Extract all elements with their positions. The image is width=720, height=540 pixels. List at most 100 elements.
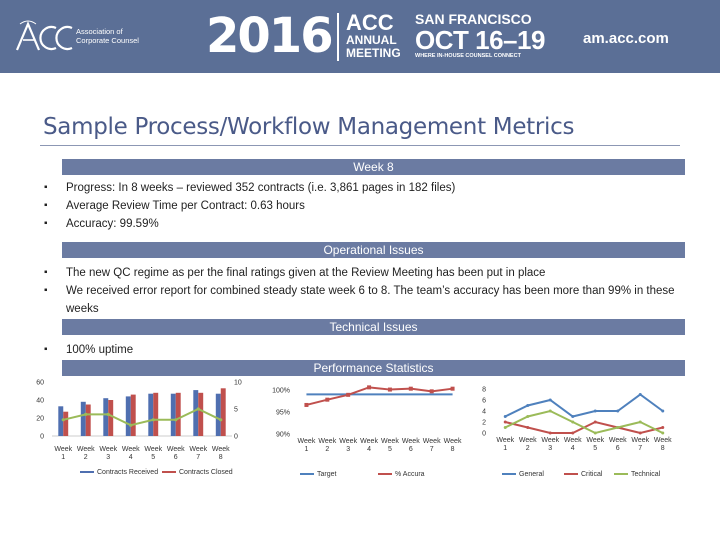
accuracy-point-7	[429, 389, 434, 394]
issues-point-3-8	[661, 431, 665, 435]
slide-title: Sample Process/Workflow Management Metri…	[43, 114, 575, 140]
contracts-x-tick-num-6: 6	[174, 454, 178, 461]
event-dates: OCT 16–19	[415, 25, 545, 55]
issues-x-tick-num-5: 5	[593, 445, 597, 452]
accuracy-x-tick-1: Week	[298, 438, 316, 445]
issues-x-tick-7: Week	[631, 437, 649, 444]
issues-x-tick-1: Week	[496, 437, 514, 444]
accuracy-x-tick-num-5: 5	[388, 446, 392, 453]
contracts-x-tick-3: Week	[99, 446, 117, 453]
issues-y-tick-1: 8	[482, 387, 486, 394]
issues-x-tick-num-7: 7	[638, 445, 642, 452]
contracts-x-tick-num-7: 7	[196, 454, 200, 461]
accuracy-x-tick-num-4: 4	[367, 446, 371, 453]
contracts-line-point-4	[129, 423, 133, 427]
contracts-line-series	[63, 407, 222, 427]
event-banner: Association of Corporate Counsel 2016 AC…	[0, 0, 720, 73]
issues-x-tick-5: Week	[586, 437, 604, 444]
issues-x-tick-num-1: 1	[503, 445, 507, 452]
issues-point-2-8	[661, 426, 665, 429]
bullet-review-time: Average Review Time per Contract: 0.63 h…	[44, 197, 455, 215]
accuracy-y-tick-1: 100%	[272, 388, 290, 395]
event-year: 2016	[206, 8, 334, 64]
issues-point-2-4	[571, 431, 575, 435]
contracts-y-tick-left-3: 20	[36, 416, 44, 423]
operational-bullet-list: The new QC regime as per the final ratin…	[44, 264, 684, 318]
contracts-line-point-3	[106, 412, 110, 416]
contracts-x-tick-4: Week	[122, 446, 140, 453]
contracts-x-tick-6: Week	[167, 446, 185, 453]
bullet-accuracy: Accuracy: 99.59%	[44, 215, 455, 233]
issues-point-1-3	[548, 398, 552, 402]
annual-label: ANNUAL	[346, 33, 397, 47]
issues-y-tick-4: 2	[482, 420, 486, 427]
contracts-x-tick-1: Week	[54, 446, 72, 453]
issues-point-3-1	[503, 426, 507, 429]
accuracy-point-4	[367, 385, 372, 390]
contracts-line-point-1	[61, 418, 65, 422]
acc-logo-mark	[15, 20, 73, 51]
contracts-x-tick-num-1: 1	[61, 454, 65, 461]
section-header-week8: Week 8	[62, 159, 685, 175]
contracts-line-point-6	[174, 418, 178, 422]
accuracy-point-2	[325, 397, 330, 402]
issues-y-tick-5: 0	[482, 431, 486, 438]
issues-line-3	[504, 409, 664, 435]
accuracy-x-tick-num-7: 7	[430, 446, 434, 453]
event-tagline: WHERE IN-HOUSE COUNSEL CONNECT	[415, 53, 521, 59]
issues-x-tick-8: Week	[654, 437, 672, 444]
contracts-x-tick-8: Week	[212, 446, 230, 453]
accuracy-y-tick-3: 90%	[276, 432, 290, 439]
contracts-bar-1-7	[193, 390, 199, 436]
issues-point-3-6	[616, 426, 620, 429]
accuracy-line-2	[306, 386, 453, 406]
contracts-bar-2-2	[85, 404, 91, 436]
issues-point-3-7	[638, 420, 642, 424]
issues-point-1-5	[593, 409, 597, 413]
contracts-bar-1-8	[215, 393, 221, 436]
contracts-line-point-2	[84, 412, 88, 416]
issues-point-1-6	[616, 409, 620, 413]
contracts-bar-1-5	[148, 393, 154, 436]
contracts-bar-2-3	[108, 400, 114, 436]
issues-point-1-7	[638, 393, 642, 396]
contracts-bar-1-1	[58, 406, 64, 436]
meeting-label: MEETING	[346, 46, 401, 60]
issues-point-1-1	[503, 415, 507, 418]
contracts-legend-label-1: Contracts Received	[97, 469, 158, 476]
issues-y-tick-3: 4	[482, 409, 486, 416]
issues-point-3-2	[526, 415, 530, 418]
accuracy-x-tick-6: Week	[402, 438, 420, 445]
contracts-x-tick-num-3: 3	[106, 454, 110, 461]
accuracy-x-tick-8: Week	[444, 438, 462, 445]
banner-divider	[337, 13, 339, 61]
contracts-bar-2-6	[175, 392, 181, 436]
contracts-bar-1-4	[125, 396, 131, 436]
acc-assoc-line2: Corporate Counsel	[76, 35, 139, 45]
issues-point-3-4	[571, 420, 575, 424]
contracts-bar-1-2	[80, 401, 86, 436]
annual-acc: ACC	[346, 10, 394, 35]
issues-point-3-3	[548, 409, 552, 413]
issues-x-tick-num-6: 6	[616, 445, 620, 452]
contracts-x-tick-5: Week	[144, 446, 162, 453]
contracts-legend-label-2: Contracts Closed	[179, 469, 233, 476]
contracts-y-tick-left-4: 0	[40, 434, 44, 441]
section-header-performance-statistics: Performance Statistics	[62, 360, 685, 376]
section-header-technical-issues: Technical Issues	[62, 319, 685, 335]
contracts-y-tick-right-3: 0	[234, 434, 238, 441]
contracts-bar-2-4	[130, 394, 136, 436]
issues-chart-svg: 86420Week1Week2Week3Week4Week5Week6Week7…	[482, 387, 672, 479]
event-website-link[interactable]: am.acc.com	[583, 30, 669, 47]
issues-point-2-1	[503, 420, 507, 424]
accuracy-x-tick-num-2: 2	[325, 446, 329, 453]
bullet-qc-regime: The new QC regime as per the final ratin…	[44, 264, 684, 282]
section-header-operational-issues: Operational Issues	[62, 242, 685, 258]
issues-x-tick-num-4: 4	[571, 445, 575, 452]
contracts-y-tick-right-1: 10	[234, 380, 242, 387]
contracts-x-tick-7: Week	[189, 446, 207, 453]
issues-point-3-5	[593, 431, 597, 435]
issues-x-tick-2: Week	[519, 437, 537, 444]
contracts-bar-1-3	[103, 398, 109, 436]
issues-x-tick-num-3: 3	[548, 445, 552, 452]
